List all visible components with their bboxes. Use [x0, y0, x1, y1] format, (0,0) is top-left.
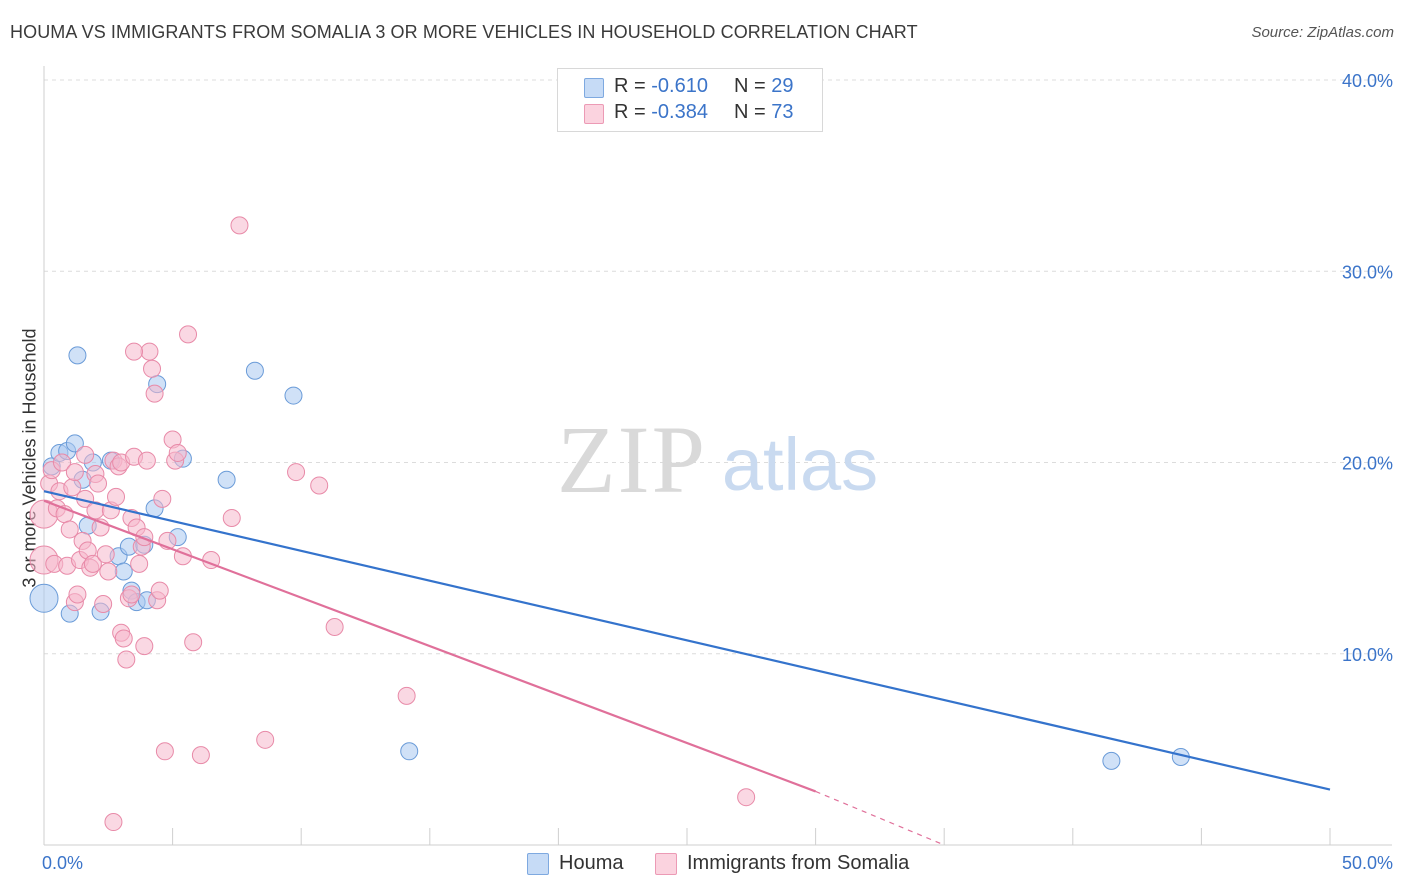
- houma-point: [114, 562, 133, 581]
- n-value: 73: [771, 101, 794, 123]
- legend-swatch-houma: [584, 78, 604, 98]
- somalia-point: [99, 562, 118, 581]
- somalia-point: [155, 742, 174, 761]
- somalia-point: [89, 474, 108, 493]
- somalia-trend-line: [43, 499, 816, 793]
- somalia-point: [135, 528, 154, 547]
- gridlines: [44, 79, 1392, 655]
- bottom-legend-label-houma: Houma: [559, 852, 624, 874]
- somalia-point: [130, 554, 149, 573]
- houma-point: [1102, 751, 1121, 770]
- somalia-point: [153, 489, 172, 508]
- bottom-legend-swatch-somalia: [655, 853, 677, 875]
- source-credit: Source: ZipAtlas.com: [1251, 24, 1394, 41]
- somalia-point: [137, 451, 156, 470]
- houma-point: [217, 470, 236, 489]
- r-value: -0.384: [651, 101, 708, 123]
- somalia-point: [65, 463, 84, 482]
- houma-point: [284, 386, 303, 405]
- somalia-point: [168, 443, 187, 462]
- tick-labels: 10.0% 20.0% 30.0% 40.0% 0.0% 50.0%: [42, 71, 1393, 873]
- legend-r-houma: R = -0.610: [614, 75, 708, 98]
- n-label: N =: [734, 75, 766, 97]
- legend-n-somalia: N = 73: [734, 101, 794, 124]
- somalia-point: [184, 633, 203, 652]
- bottom-legend-swatch-houma: [527, 853, 549, 875]
- somalia-point: [287, 463, 306, 482]
- somalia-point: [145, 384, 164, 403]
- somalia-point: [53, 453, 72, 472]
- somalia-point: [117, 650, 136, 669]
- watermark-atlas: atlas: [722, 423, 878, 506]
- n-label: N =: [734, 101, 766, 123]
- somalia-point: [83, 554, 102, 573]
- y-tick-label: 40.0%: [1342, 71, 1393, 91]
- somalia-point: [107, 487, 126, 506]
- somalia-point: [230, 216, 249, 235]
- somalia-point: [114, 629, 133, 648]
- trend-lines: [43, 490, 1331, 846]
- somalia-point: [737, 788, 756, 807]
- houma-point: [65, 434, 84, 453]
- legend-n-houma: N = 29: [734, 75, 794, 98]
- r-label: R =: [614, 75, 646, 97]
- n-value: 29: [771, 75, 794, 97]
- axes: [43, 66, 1392, 846]
- data-points: [29, 216, 1190, 832]
- somalia-point: [222, 508, 241, 527]
- somalia-point: [96, 545, 115, 564]
- somalia-point: [310, 476, 329, 495]
- somalia-point: [76, 445, 95, 464]
- somalia-point: [397, 686, 416, 705]
- y-tick-label: 20.0%: [1342, 454, 1393, 474]
- legend-r-somalia: R = -0.384: [614, 101, 708, 124]
- houma-trend-line: [43, 490, 1331, 791]
- stats-legend: R = -0.610 N = 29 R = -0.384 N = 73: [557, 68, 823, 132]
- chart-title: HOUMA VS IMMIGRANTS FROM SOMALIA 3 OR MO…: [10, 22, 918, 42]
- r-value: -0.610: [651, 75, 708, 97]
- somalia-point: [179, 325, 198, 344]
- somalia-point: [122, 585, 141, 604]
- houma-point: [400, 742, 419, 761]
- somalia-point: [191, 746, 210, 765]
- somalia-point: [94, 595, 113, 614]
- somalia-point: [135, 637, 154, 656]
- y-tick-label: 30.0%: [1342, 262, 1393, 282]
- somalia-trend-line-extension: [815, 790, 945, 846]
- somalia-point: [125, 342, 144, 361]
- houma-point: [245, 361, 264, 380]
- bottom-legend-label-somalia: Immigrants from Somalia: [687, 852, 910, 874]
- houma-point: [68, 346, 87, 365]
- somalia-point: [325, 617, 344, 636]
- houma-point: [29, 583, 59, 613]
- somalia-point: [256, 730, 275, 749]
- watermark-zip: ZIP: [557, 406, 707, 513]
- legend-swatch-somalia: [584, 104, 604, 124]
- x-tick-label-max: 50.0%: [1342, 853, 1393, 873]
- x-tick-label-min: 0.0%: [42, 853, 83, 873]
- somalia-point: [60, 520, 79, 539]
- somalia-point: [104, 813, 123, 832]
- y-tick-label: 10.0%: [1342, 645, 1393, 665]
- r-label: R =: [614, 101, 646, 123]
- somalia-point: [140, 342, 159, 361]
- somalia-point: [68, 585, 87, 604]
- somalia-point: [143, 359, 162, 378]
- somalia-point: [150, 581, 169, 600]
